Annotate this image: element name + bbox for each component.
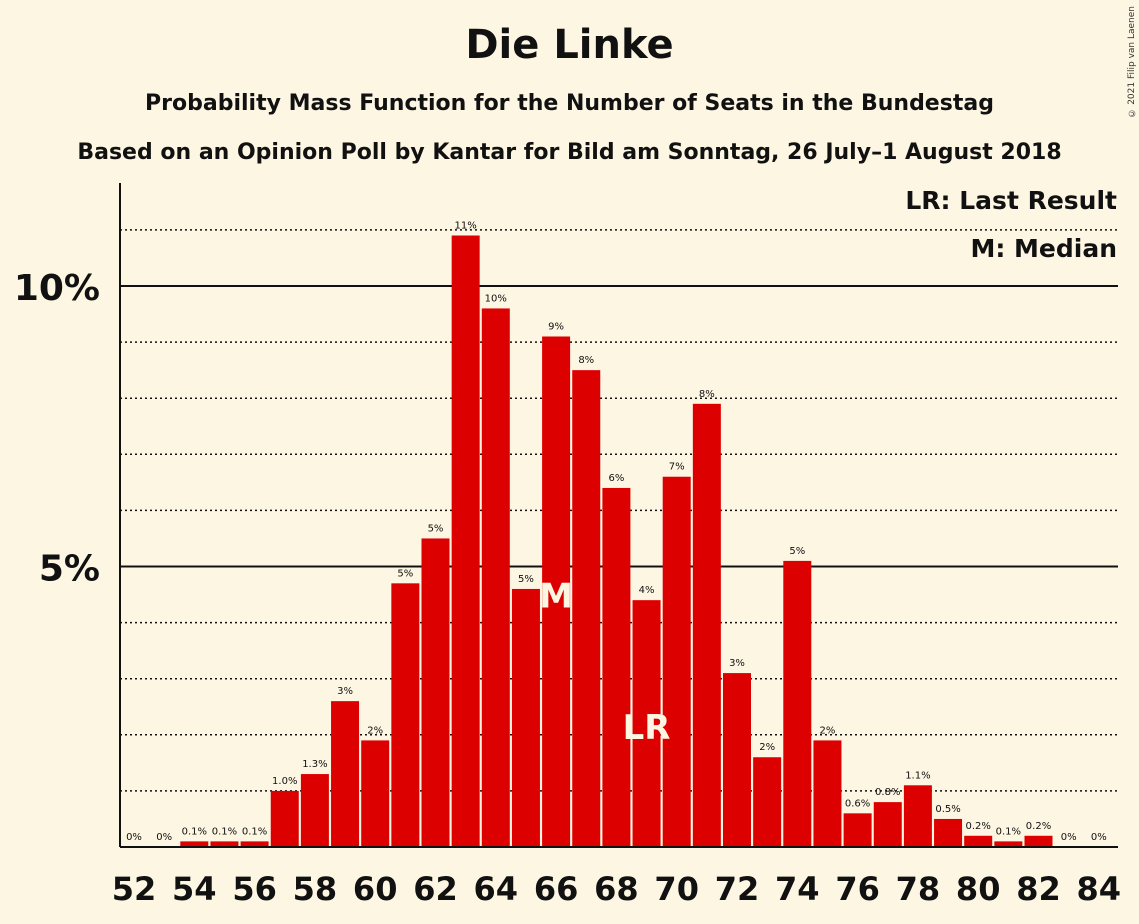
x-tick-label: 76 xyxy=(835,870,880,908)
bar-value-label: 0.1% xyxy=(996,826,1021,837)
y-tick-label: 10% xyxy=(14,268,100,309)
x-tick-label: 84 xyxy=(1077,870,1122,908)
bar-value-label: 6% xyxy=(608,473,624,484)
bar-value-label: 2% xyxy=(759,742,775,753)
chart-source: Based on an Opinion Poll by Kantar for B… xyxy=(77,140,1062,165)
bar-value-label: 7% xyxy=(669,462,685,473)
bar-value-label: 5% xyxy=(518,574,534,585)
x-tick-label: 78 xyxy=(896,870,941,908)
x-tick-label: 70 xyxy=(654,870,699,908)
bar xyxy=(903,785,932,847)
bar xyxy=(481,308,510,847)
bar xyxy=(1024,835,1053,847)
x-tick-label: 82 xyxy=(1016,870,1061,908)
legend-last-result: LR: Last Result xyxy=(905,186,1117,215)
last-result-marker: LR xyxy=(623,708,671,748)
bar-value-label: 2% xyxy=(820,725,836,736)
x-tick-label: 68 xyxy=(594,870,639,908)
bar xyxy=(300,774,329,847)
x-tick-label: 66 xyxy=(534,870,579,908)
bar xyxy=(331,701,360,847)
chart-subtitle: Probability Mass Function for the Number… xyxy=(145,91,994,116)
bar-value-label: 11% xyxy=(455,221,477,232)
bar xyxy=(270,790,299,847)
bar xyxy=(692,403,721,847)
bar-value-label: 0.5% xyxy=(935,804,960,815)
y-tick-label: 5% xyxy=(39,549,100,590)
bar-value-label: 1.0% xyxy=(272,776,297,787)
x-tick-label: 74 xyxy=(775,870,820,908)
bar-value-label: 9% xyxy=(548,321,564,332)
x-tick-label: 80 xyxy=(956,870,1001,908)
bar-value-label: 0.1% xyxy=(212,826,237,837)
x-tick-label: 72 xyxy=(715,870,760,908)
x-tick-label: 56 xyxy=(232,870,277,908)
bar-value-label: 0.2% xyxy=(965,821,990,832)
bar xyxy=(542,336,571,847)
x-tick-label: 52 xyxy=(112,870,157,908)
x-tick-label: 58 xyxy=(293,870,338,908)
bar xyxy=(240,841,269,847)
bar-value-label: 5% xyxy=(397,568,413,579)
bar-value-label: 0.8% xyxy=(875,787,900,798)
x-tick-label: 62 xyxy=(413,870,458,908)
x-tick-label: 54 xyxy=(172,870,217,908)
bar xyxy=(602,487,631,847)
bar xyxy=(813,740,842,847)
bar-value-label: 8% xyxy=(699,389,715,400)
x-tick-label: 60 xyxy=(353,870,398,908)
bar-value-label: 0.1% xyxy=(242,826,267,837)
bar-value-label: 0% xyxy=(1061,832,1077,843)
bar-value-label: 0.1% xyxy=(182,826,207,837)
bar xyxy=(723,673,751,847)
bar xyxy=(210,841,239,847)
bar xyxy=(361,740,390,847)
bar-value-label: 0% xyxy=(1091,832,1107,843)
bar xyxy=(753,757,782,847)
bar xyxy=(934,818,963,847)
bar xyxy=(964,835,993,847)
bar-value-label: 3% xyxy=(729,658,745,669)
bar xyxy=(391,583,420,847)
bar-value-label: 0.2% xyxy=(1026,821,1051,832)
bar-value-label: 1.1% xyxy=(905,770,930,781)
bar xyxy=(451,235,480,847)
bar xyxy=(632,600,661,847)
bar xyxy=(783,560,812,847)
bar xyxy=(662,476,691,847)
bar-value-label: 8% xyxy=(578,355,594,366)
bar-value-label: 0% xyxy=(156,832,172,843)
x-tick-label: 64 xyxy=(474,870,519,908)
bar-value-label: 0.6% xyxy=(845,798,870,809)
bar xyxy=(994,841,1023,847)
bar xyxy=(572,370,601,847)
bar xyxy=(873,802,902,847)
median-marker: M xyxy=(539,576,573,616)
bar-value-label: 1.3% xyxy=(302,759,327,770)
bar-value-label: 2% xyxy=(367,725,383,736)
bar xyxy=(180,841,209,847)
chart-title: Die Linke xyxy=(465,22,674,68)
bar-value-label: 10% xyxy=(485,293,507,304)
bar-value-label: 0% xyxy=(126,832,142,843)
bar xyxy=(511,588,540,847)
bar-value-label: 3% xyxy=(337,686,353,697)
bar xyxy=(843,813,872,847)
bar-value-label: 5% xyxy=(789,546,805,557)
bar xyxy=(421,538,450,847)
legend-median: M: Median xyxy=(970,234,1117,263)
bar-value-label: 5% xyxy=(428,523,444,534)
bar-value-label: 4% xyxy=(639,585,655,596)
